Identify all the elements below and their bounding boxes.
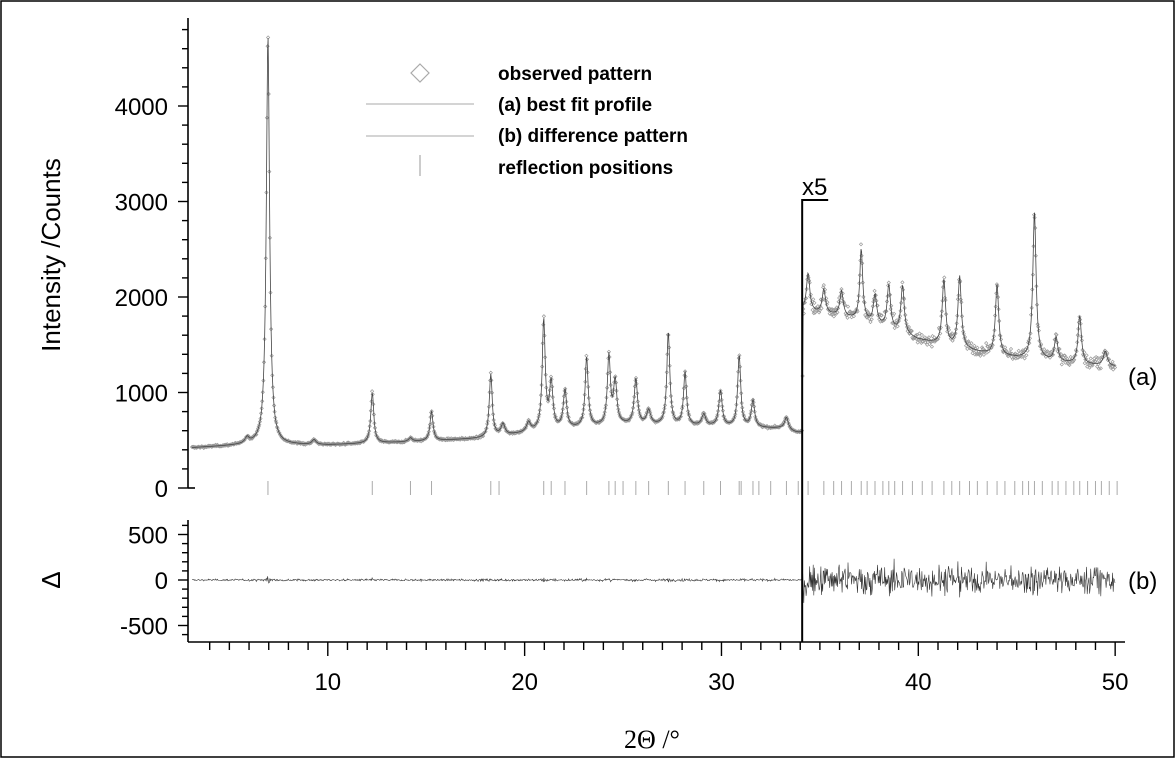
legend-label-best-fit: (a) best fit profile	[498, 95, 652, 116]
x-tick-label-20: 20	[511, 669, 538, 696]
legend-label-observed: observed pattern	[498, 64, 652, 85]
x-tick-label-10: 10	[314, 669, 341, 696]
y-axis-title-delta: Δ	[36, 571, 66, 588]
x-tick-label-40: 40	[905, 669, 932, 696]
panel-label-b: (b)	[1128, 568, 1157, 595]
y-bottom-tick-label-0: 0	[155, 568, 168, 595]
legend-label-difference: (b) difference pattern	[498, 126, 688, 147]
x-tick-label-30: 30	[708, 669, 735, 696]
y-top-tick-label-4000: 4000	[115, 94, 168, 121]
y-axis-title-intensity: Intensity /Counts	[36, 158, 66, 352]
y-bottom-tick-label-500: 500	[128, 523, 168, 550]
panel-label-a: (a)	[1128, 364, 1157, 391]
scale-break-label: x5	[802, 174, 827, 201]
x-axis-title: 2Θ /°	[624, 725, 680, 754]
y-top-tick-label-1000: 1000	[115, 381, 168, 408]
best-fit-profile-line	[191, 38, 1116, 448]
legend-label-reflections: reflection positions	[498, 158, 673, 179]
y-top-tick-label-0: 0	[155, 476, 168, 503]
plot-layer	[189, 35, 1118, 603]
axes-layer: 0 1000 2000 3000 4000 -500 0 500 10 20 30 40 50	[115, 18, 1129, 696]
legend: observed pattern (a) best fit profile (b…	[366, 63, 688, 179]
legend-diamond-marker	[410, 63, 430, 83]
y-top-tick-label-2000: 2000	[115, 285, 168, 312]
y-bottom-tick-label--500: -500	[120, 614, 168, 641]
difference-pattern-line	[191, 558, 1116, 603]
scale-break-marker	[801, 199, 829, 642]
x-tick-label-50: 50	[1102, 669, 1129, 696]
y-top-tick-label-3000: 3000	[115, 190, 168, 217]
